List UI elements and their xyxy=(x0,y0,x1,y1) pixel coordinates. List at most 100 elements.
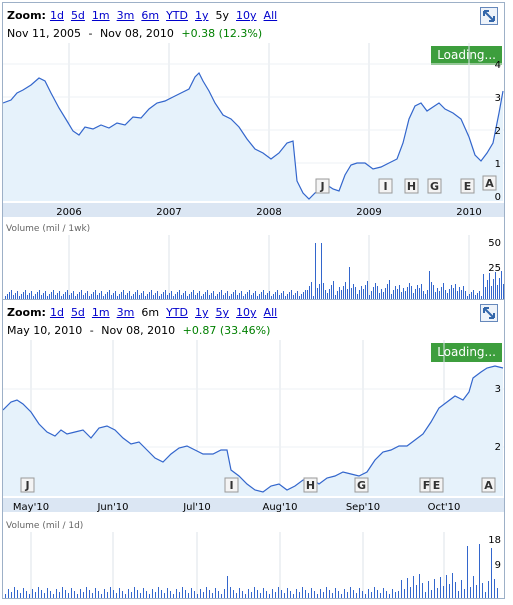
volume-bar xyxy=(68,593,69,598)
volume-bar xyxy=(107,592,108,598)
volume-bar xyxy=(260,593,261,598)
event-marker-label: J xyxy=(24,479,29,492)
expand-icon[interactable] xyxy=(480,7,498,25)
volume-bar xyxy=(459,287,460,299)
volume-bar xyxy=(77,594,78,598)
volume-bar xyxy=(389,594,390,598)
volume-bar xyxy=(285,296,286,299)
volume-bar xyxy=(301,294,302,299)
volume-bar xyxy=(38,587,39,598)
volume-bar xyxy=(493,279,494,299)
zoom-option-1y[interactable]: 1y xyxy=(195,306,209,319)
chart-canvas-5y[interactable]: 4 3 2 1 0 J I H G E A 2006 2007 2008 2009 2010 Volume (m… xyxy=(3,3,504,299)
volume-bar xyxy=(217,294,218,299)
volume-bar xyxy=(218,591,219,598)
volume-bar xyxy=(245,594,246,598)
zoom-option-1d[interactable]: 1d xyxy=(49,306,64,319)
volume-bar xyxy=(248,589,249,598)
volume-bar xyxy=(99,293,100,299)
volume-bar xyxy=(422,583,423,598)
volume-bar xyxy=(279,295,280,299)
volume-bar xyxy=(476,585,477,598)
volume-bar xyxy=(140,593,141,598)
volume-bar xyxy=(93,292,94,299)
volume-bar xyxy=(45,291,46,299)
volume-bar xyxy=(467,546,468,598)
zoom-option-5y[interactable]: 5y xyxy=(215,9,230,22)
volume-bar xyxy=(291,290,292,299)
zoom-option-10y[interactable]: 10y xyxy=(236,306,257,319)
volume-bar xyxy=(313,296,314,299)
volume-bar xyxy=(137,290,138,299)
volume-bar xyxy=(281,590,282,598)
volume-bar xyxy=(161,590,162,598)
volume-bar xyxy=(98,591,99,598)
volume-bar xyxy=(263,588,264,598)
volume-bar xyxy=(397,289,398,299)
volume-bar xyxy=(341,290,342,299)
volume-bar xyxy=(233,590,234,598)
zoom-option-5y[interactable]: 5y xyxy=(215,306,230,319)
volume-bar xyxy=(95,588,96,598)
zoom-option-1y[interactable]: 1y xyxy=(195,9,209,22)
zoom-option-3m[interactable]: 3m xyxy=(116,9,135,22)
expand-icon[interactable] xyxy=(480,304,498,322)
volume-bar xyxy=(315,243,316,299)
zoom-option-ytd[interactable]: YTD xyxy=(166,306,188,319)
volume-bar xyxy=(368,589,369,598)
volume-bar xyxy=(344,589,345,598)
volume-bar xyxy=(227,576,228,598)
volume-bar xyxy=(147,294,148,299)
volume-bar xyxy=(189,294,190,299)
zoom-option-5d[interactable]: 5d xyxy=(70,306,85,319)
volume-bar xyxy=(283,291,284,299)
volume-bar xyxy=(125,594,126,598)
volume-bar xyxy=(23,588,24,598)
chart-panel-6m: Zoom: 1d 5d 1m 3m 6m YTD 1y 5y 10y All May 10, 201… xyxy=(2,299,505,599)
volume-bar xyxy=(407,287,408,299)
date-separator: - xyxy=(88,27,93,40)
zoom-option-6m[interactable]: 6m xyxy=(141,306,160,319)
zoom-option-all[interactable]: All xyxy=(263,306,278,319)
zoom-option-ytd[interactable]: YTD xyxy=(166,9,188,22)
volume-bar xyxy=(255,291,256,299)
volume-bar xyxy=(164,593,165,598)
zoom-option-6m[interactable]: 6m xyxy=(141,9,160,22)
volume-bar xyxy=(157,291,158,299)
volume-bar xyxy=(353,590,354,598)
volume-bar xyxy=(104,589,105,598)
zoom-option-1m[interactable]: 1m xyxy=(91,306,110,319)
volume-bar xyxy=(377,590,378,598)
volume-bar xyxy=(50,591,51,598)
volume-bar xyxy=(415,289,416,299)
date-to-field[interactable]: Nov 08, 2010 xyxy=(101,324,176,337)
volume-bar xyxy=(411,286,412,299)
zoom-option-5d[interactable]: 5d xyxy=(70,9,85,22)
loading-badge: Loading... xyxy=(431,46,502,65)
date-from-field[interactable]: Nov 11, 2005 xyxy=(7,27,81,40)
volume-bar xyxy=(309,286,310,299)
date-from-field[interactable]: May 10, 2010 xyxy=(7,324,83,337)
volume-bar xyxy=(271,296,272,299)
volume-bar xyxy=(488,581,489,598)
volume-bar xyxy=(41,590,42,598)
zoom-option-1m[interactable]: 1m xyxy=(91,9,110,22)
volume-bar xyxy=(275,292,276,299)
date-to-field[interactable]: Nov 08, 2010 xyxy=(99,27,174,40)
zoom-option-10y[interactable]: 10y xyxy=(236,9,257,22)
zoom-option-all[interactable]: All xyxy=(263,9,278,22)
x-axis-tick: Oct'10 xyxy=(428,502,461,513)
volume-bar xyxy=(251,295,252,299)
volume-bar xyxy=(37,292,38,299)
volume-bar xyxy=(128,589,129,598)
volume-bar xyxy=(395,592,396,598)
volume-bar xyxy=(467,296,468,299)
zoom-option-1d[interactable]: 1d xyxy=(49,9,64,22)
x-axis-tick: May'10 xyxy=(13,502,49,513)
chart-canvas-6m[interactable]: 3 2 J I H G F E A May'10 Jun'10 Jul'10 Aug'10 Sep'10 O… xyxy=(3,300,504,598)
zoom-option-3m[interactable]: 3m xyxy=(116,306,135,319)
volume-bar xyxy=(327,293,328,299)
volume-bar xyxy=(237,295,238,299)
event-marker-j xyxy=(315,178,330,194)
volume-bar xyxy=(41,295,42,299)
